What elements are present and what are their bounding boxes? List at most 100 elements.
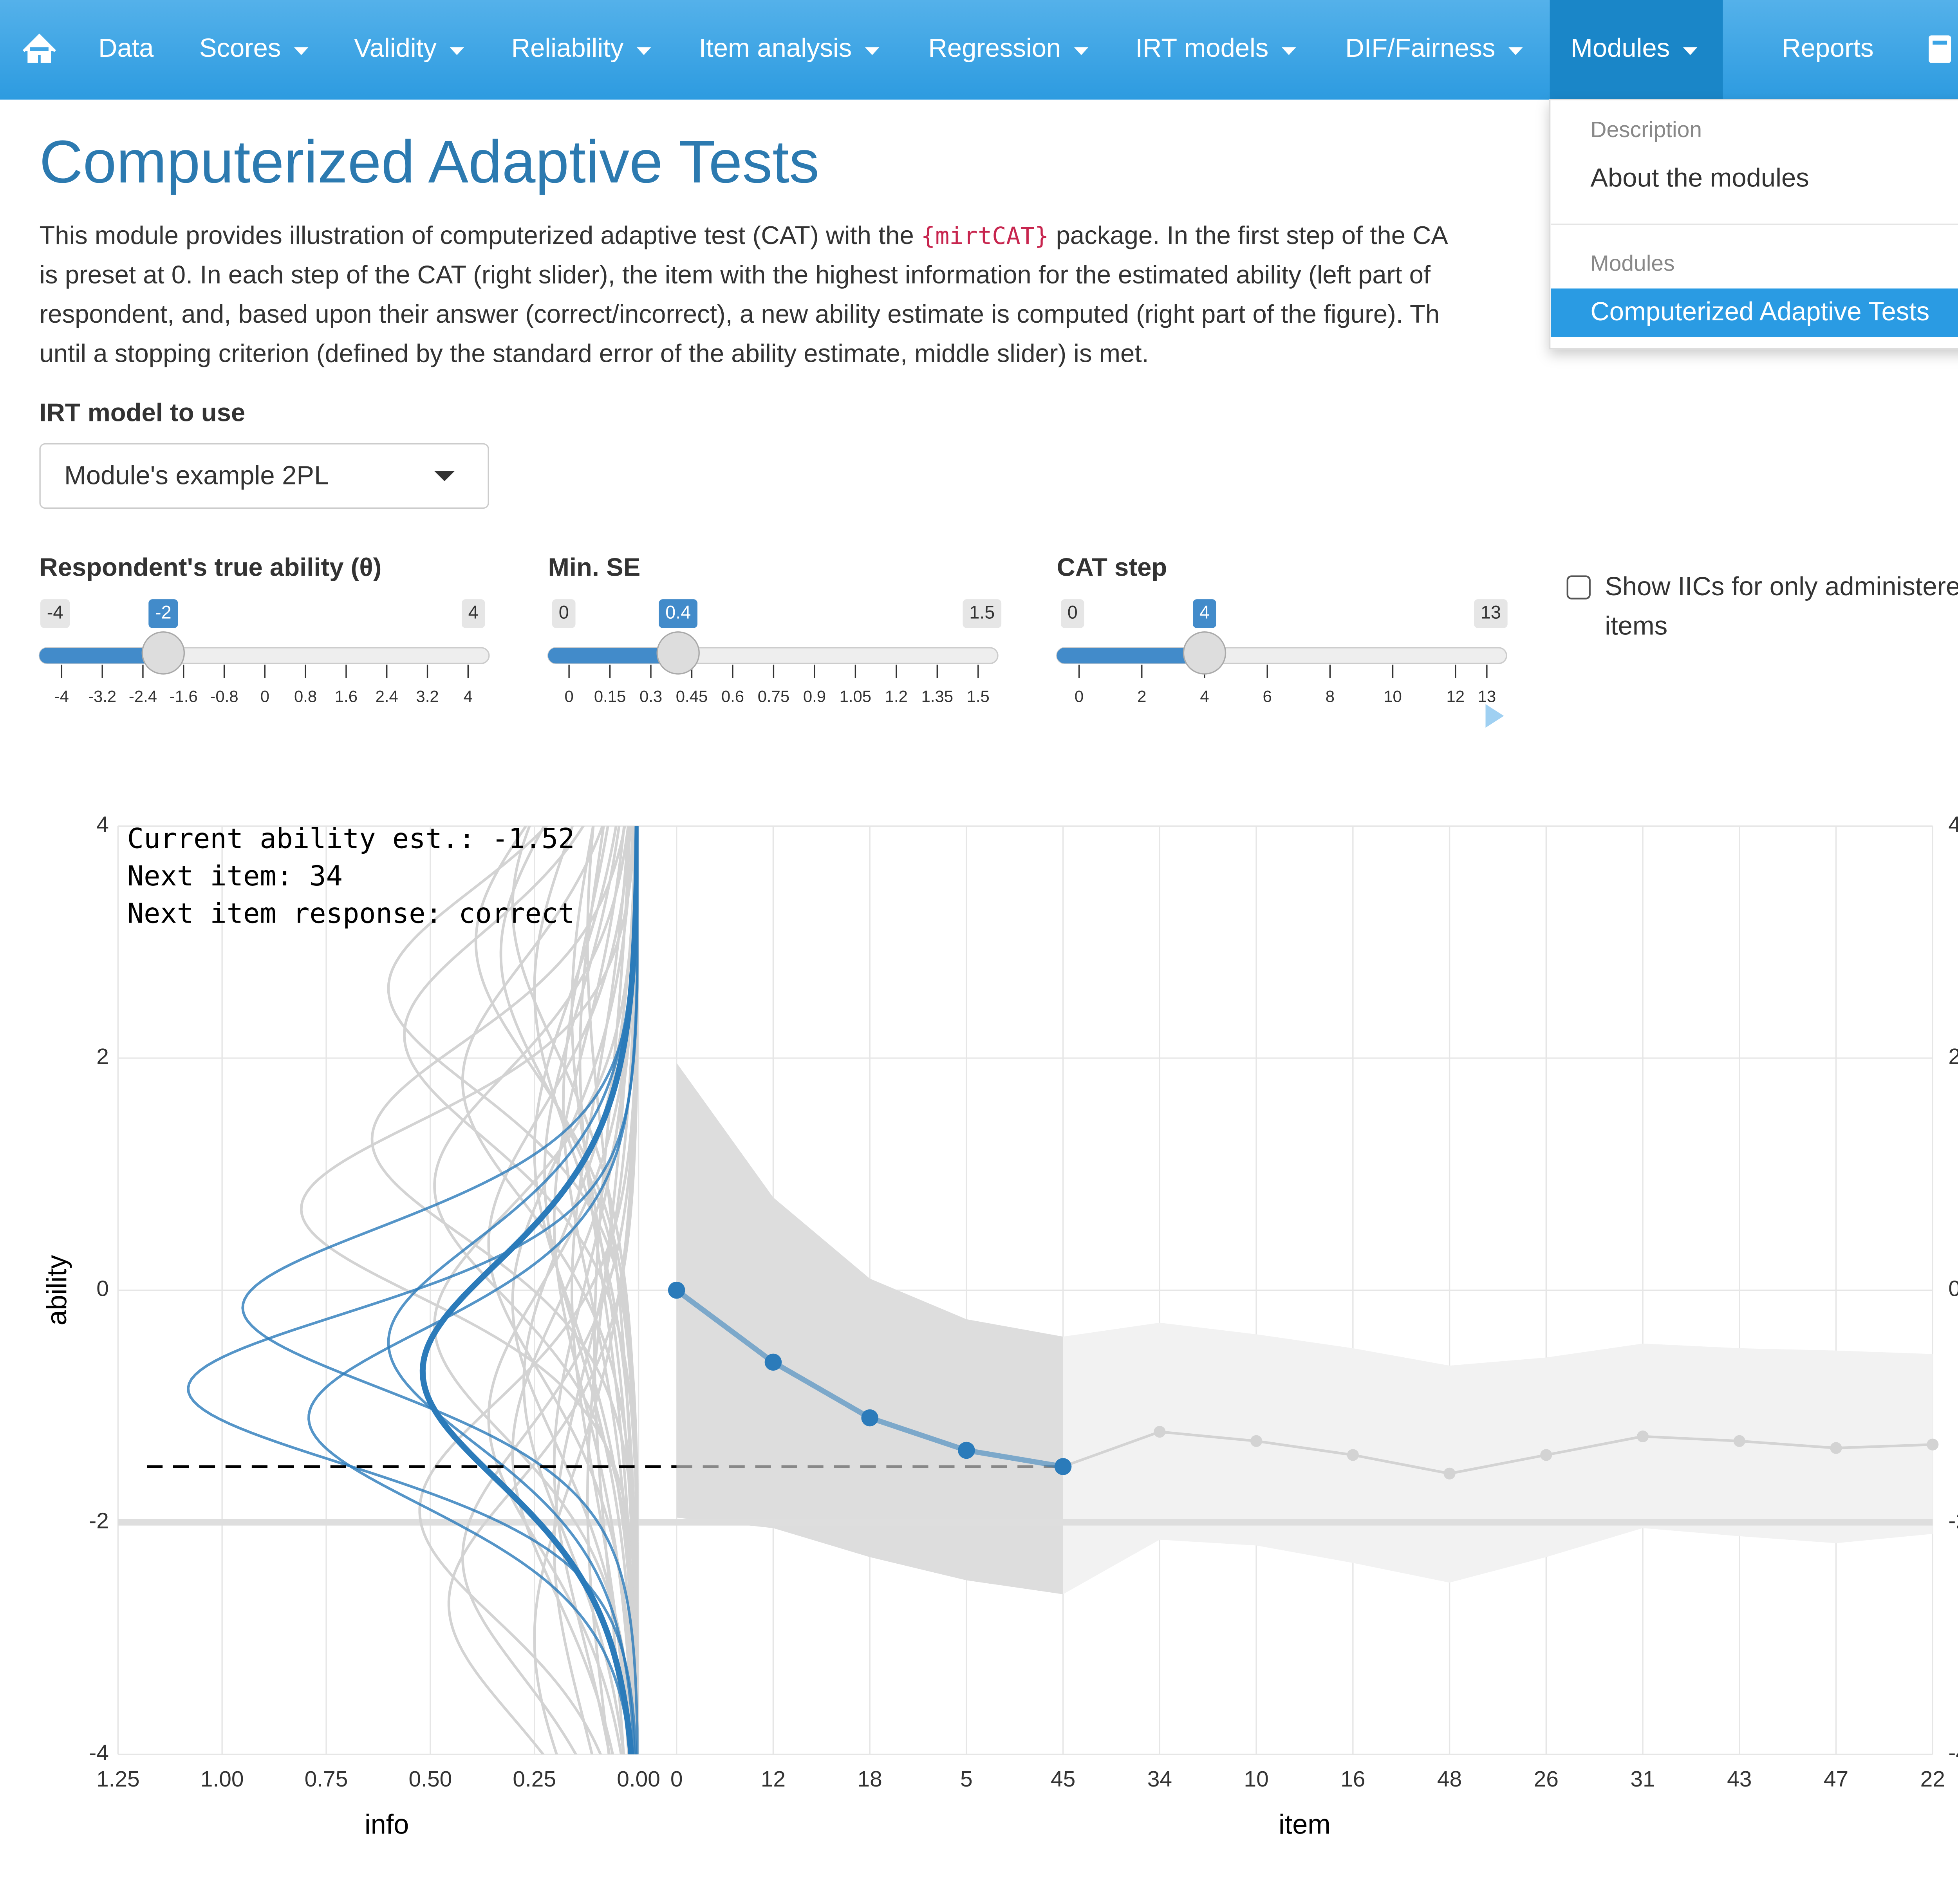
slider-tick-label: 12 — [1446, 687, 1465, 705]
slider-label: Respondent's true ability (θ) — [39, 553, 381, 581]
slider-min-badge — [552, 599, 576, 628]
select-label: IRT model to use — [39, 398, 245, 426]
play-button[interactable] — [1485, 704, 1504, 728]
y-tick-label: 2 — [96, 1044, 109, 1069]
slider-tick-label: 0 — [564, 687, 573, 705]
slider-handle[interactable] — [656, 631, 700, 675]
slider-tick-label: -0.8 — [210, 687, 238, 705]
slider-fill — [548, 648, 678, 664]
slider-tick-label: 2 — [1137, 687, 1146, 705]
x-tick-label: 31 — [1630, 1767, 1655, 1792]
confidence-band — [676, 1062, 1063, 1594]
slider-max-label: 4 — [468, 602, 479, 622]
nav-item[interactable]: Modules — [1571, 33, 1670, 63]
nav-item[interactable]: Data — [98, 33, 154, 63]
slider-min-badge — [1061, 599, 1084, 628]
intro-line: is preset at 0. In each step of the CAT … — [39, 260, 1431, 289]
nav-item[interactable]: IRT models — [1136, 33, 1269, 63]
y2-tick-label: -2 — [1948, 1508, 1958, 1533]
estimate-point — [1927, 1438, 1939, 1451]
y2-tick-label: -4 — [1948, 1740, 1958, 1765]
checkbox[interactable] — [1566, 575, 1591, 600]
dropdown-header: Modules — [1590, 251, 1674, 276]
slider-tick-label: 1.05 — [840, 687, 871, 705]
intro-code: {mirtCAT} — [921, 222, 1049, 250]
item-information-curve — [586, 826, 639, 1754]
slider-handle[interactable] — [141, 631, 185, 675]
slider-label: CAT step — [1057, 553, 1167, 581]
nav-item[interactable]: Regression — [928, 33, 1061, 63]
annotation: Next item: 34 — [127, 860, 343, 892]
slider-tick-label: 8 — [1326, 687, 1335, 705]
slider-max-badge — [461, 599, 485, 628]
x-tick-label: 0.75 — [305, 1767, 348, 1792]
nav-caret — [1281, 47, 1296, 55]
y-tick-label: -2 — [89, 1508, 109, 1533]
slider-min-label: 0 — [559, 602, 569, 622]
slider-tick-label: 0.45 — [676, 687, 708, 705]
slider-value-badge — [1193, 599, 1216, 628]
x-tick-label: 0.25 — [513, 1767, 556, 1792]
x-tick-label: 43 — [1727, 1767, 1752, 1792]
nav-item[interactable]: Reports — [1782, 33, 1873, 63]
slider-tick-label: 2.4 — [376, 687, 398, 705]
slider-handle[interactable] — [1183, 631, 1226, 675]
x-tick-label: 1.25 — [96, 1767, 140, 1792]
estimate-point — [764, 1353, 782, 1371]
slider-tick-label: 0.3 — [639, 687, 662, 705]
estimate-point — [1443, 1467, 1456, 1479]
slider-tick-label: 0 — [260, 687, 269, 705]
slider-tick-label: -3.2 — [88, 687, 116, 705]
nav-caret — [450, 47, 464, 55]
x-tick-label: 12 — [761, 1767, 786, 1792]
x-tick-label: 34 — [1147, 1767, 1172, 1792]
nav-item[interactable]: DIF/Fairness — [1345, 33, 1495, 63]
slider-min-badge — [40, 599, 70, 628]
book-icon[interactable] — [1929, 35, 1951, 63]
slider-min-label: -4 — [47, 602, 63, 622]
y-tick-label: 0 — [96, 1276, 109, 1301]
intro-line: respondent, and, based upon their answer… — [39, 300, 1440, 328]
x-tick-label: 0.00 — [617, 1767, 660, 1792]
checkbox-label-box: Show IICs for only administered items — [1605, 573, 1958, 641]
item-information-curve — [553, 826, 635, 1754]
iic-group — [187, 826, 639, 1754]
slider-tick-label: 0.6 — [721, 687, 744, 705]
x-tick-label: 18 — [857, 1767, 882, 1792]
x-tick-label: 47 — [1824, 1767, 1848, 1792]
estimate-point — [1347, 1449, 1359, 1461]
book-icon-detail — [1933, 40, 1947, 45]
slider-tick-label: -4 — [54, 687, 69, 705]
select-caret — [434, 471, 455, 481]
home-icon[interactable] — [22, 33, 56, 63]
item-information-curve — [307, 826, 639, 1754]
slider-value: 0.4 — [665, 602, 691, 622]
nav-item[interactable]: Scores — [199, 33, 281, 63]
dropdown-selected[interactable] — [1551, 288, 1958, 337]
slider-max-label: 1.5 — [969, 602, 995, 622]
item-information-curve — [543, 826, 637, 1754]
slider-max-badge — [1474, 599, 1508, 628]
annotation: Current ability est.: -1.52 — [127, 823, 575, 855]
slider-value-badge — [659, 599, 698, 628]
estimate-point — [1054, 1458, 1072, 1475]
slider-tick-label: 10 — [1384, 687, 1402, 705]
nav-item[interactable]: Reliability — [511, 33, 624, 63]
nav-item[interactable]: Validity — [354, 33, 437, 63]
nav-item[interactable]: Item analysis — [699, 33, 852, 63]
estimate-point — [1733, 1435, 1745, 1447]
confidence-band — [1063, 1322, 1933, 1594]
dropdown-item[interactable]: Computerized Adaptive Tests — [1590, 297, 1929, 326]
y-tick-label: 4 — [96, 812, 109, 837]
slider-tick-label: -1.6 — [170, 687, 198, 705]
nav-caret — [1074, 47, 1089, 55]
select-box[interactable] — [39, 443, 489, 509]
slider-tick-label: 0.8 — [294, 687, 317, 705]
nav-caret — [1683, 47, 1698, 55]
x-tick-label: 0 — [670, 1767, 683, 1792]
item-information-curve — [571, 826, 630, 1754]
x-tick-label: 48 — [1437, 1767, 1462, 1792]
dropdown-item[interactable]: About the modules — [1590, 163, 1809, 192]
checkbox-label: Show IICs for only administered items — [1605, 573, 1958, 641]
